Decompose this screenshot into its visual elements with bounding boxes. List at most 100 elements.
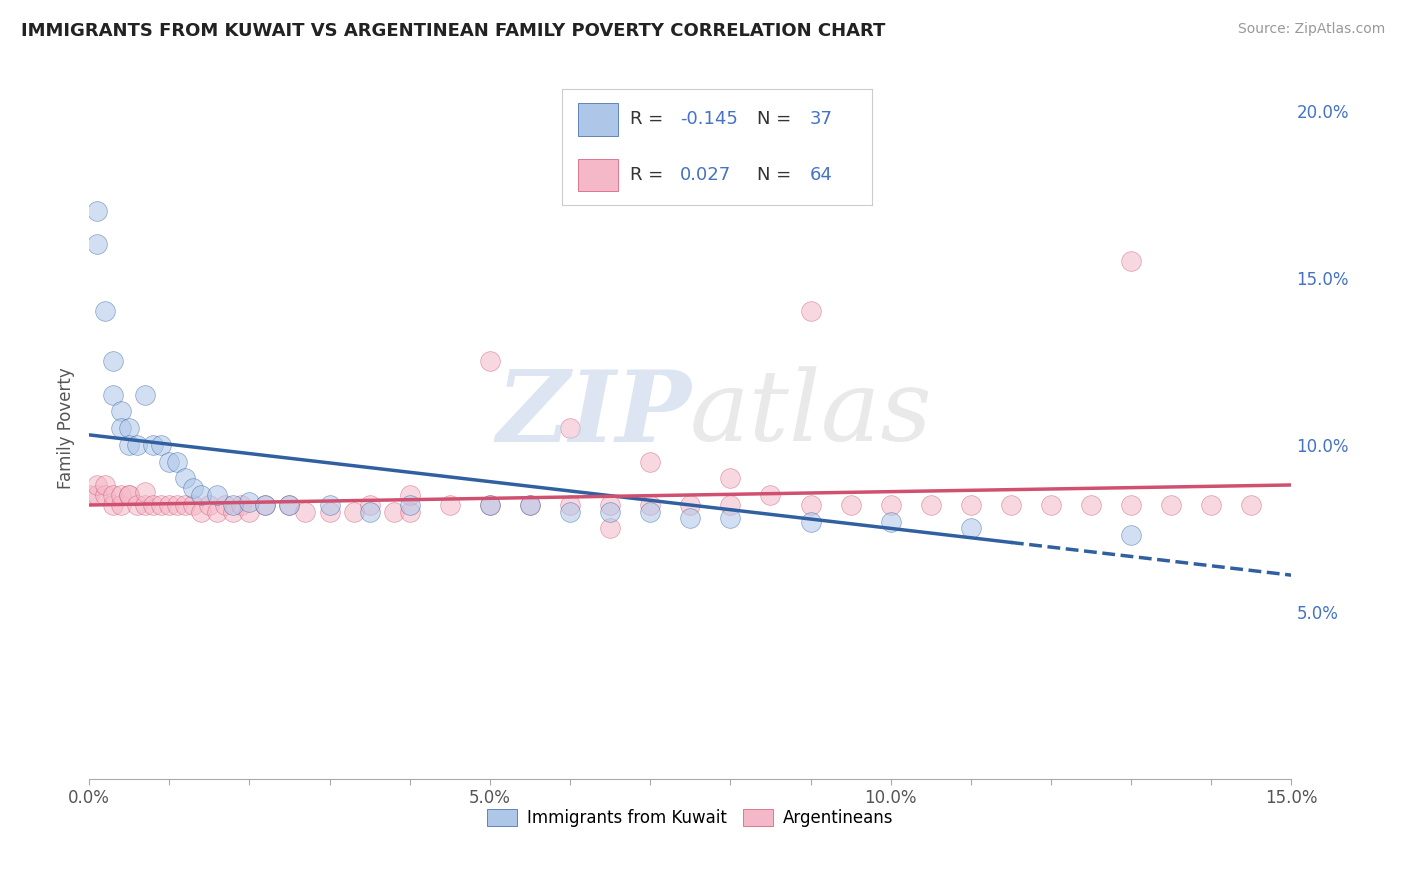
Point bbox=[599, 498, 621, 512]
Point bbox=[101, 388, 124, 402]
Text: N =: N = bbox=[758, 111, 797, 128]
Point bbox=[599, 505, 621, 519]
Point bbox=[638, 498, 661, 512]
Point bbox=[94, 478, 117, 492]
Point bbox=[342, 505, 364, 519]
Point bbox=[207, 505, 229, 519]
Point bbox=[799, 498, 821, 512]
Point bbox=[1000, 498, 1022, 512]
Point bbox=[142, 498, 165, 512]
Text: atlas: atlas bbox=[689, 367, 932, 462]
Point bbox=[101, 488, 124, 502]
Point bbox=[134, 498, 156, 512]
Text: R =: R = bbox=[630, 166, 669, 184]
Point bbox=[181, 498, 204, 512]
Point bbox=[238, 505, 260, 519]
Legend: Immigrants from Kuwait, Argentineans: Immigrants from Kuwait, Argentineans bbox=[479, 802, 900, 834]
Point bbox=[879, 515, 901, 529]
Point bbox=[118, 488, 141, 502]
Point bbox=[1121, 528, 1143, 542]
Point bbox=[110, 404, 132, 418]
Point bbox=[127, 438, 149, 452]
Point bbox=[110, 421, 132, 435]
Point bbox=[920, 498, 942, 512]
Point bbox=[86, 237, 108, 252]
Point bbox=[679, 511, 702, 525]
Point bbox=[1121, 498, 1143, 512]
Point bbox=[150, 438, 173, 452]
Point bbox=[198, 498, 221, 512]
Point bbox=[478, 498, 501, 512]
Point bbox=[190, 505, 212, 519]
Point bbox=[181, 481, 204, 495]
Point bbox=[799, 515, 821, 529]
Point bbox=[519, 498, 541, 512]
Point bbox=[1160, 498, 1182, 512]
Point bbox=[222, 498, 245, 512]
Point bbox=[190, 488, 212, 502]
Point bbox=[222, 505, 245, 519]
Point bbox=[231, 498, 253, 512]
Point bbox=[101, 498, 124, 512]
Point bbox=[77, 488, 100, 502]
Point bbox=[558, 505, 581, 519]
Text: R =: R = bbox=[630, 111, 669, 128]
Point bbox=[214, 498, 236, 512]
Point bbox=[1039, 498, 1062, 512]
Point bbox=[118, 438, 141, 452]
Point bbox=[254, 498, 277, 512]
Point bbox=[718, 498, 741, 512]
Text: N =: N = bbox=[758, 166, 797, 184]
Text: IMMIGRANTS FROM KUWAIT VS ARGENTINEAN FAMILY POVERTY CORRELATION CHART: IMMIGRANTS FROM KUWAIT VS ARGENTINEAN FA… bbox=[21, 22, 886, 40]
Point bbox=[86, 204, 108, 219]
Point bbox=[174, 498, 197, 512]
Text: -0.145: -0.145 bbox=[681, 111, 738, 128]
Point bbox=[599, 521, 621, 535]
Point bbox=[142, 438, 165, 452]
Point bbox=[94, 488, 117, 502]
Point bbox=[318, 498, 340, 512]
Point bbox=[207, 488, 229, 502]
Point bbox=[86, 488, 108, 502]
Point bbox=[558, 421, 581, 435]
Point bbox=[398, 498, 420, 512]
Point bbox=[478, 354, 501, 368]
Text: ZIP: ZIP bbox=[496, 366, 692, 462]
Point bbox=[86, 478, 108, 492]
Y-axis label: Family Poverty: Family Poverty bbox=[58, 368, 75, 489]
Point bbox=[839, 498, 862, 512]
Text: 0.027: 0.027 bbox=[681, 166, 731, 184]
Text: Source: ZipAtlas.com: Source: ZipAtlas.com bbox=[1237, 22, 1385, 37]
Point bbox=[1080, 498, 1102, 512]
Point bbox=[318, 505, 340, 519]
Point bbox=[519, 498, 541, 512]
Point bbox=[110, 488, 132, 502]
Point bbox=[166, 498, 188, 512]
Point bbox=[759, 488, 782, 502]
Point bbox=[1201, 498, 1223, 512]
Point bbox=[134, 484, 156, 499]
Point bbox=[278, 498, 301, 512]
Point bbox=[439, 498, 461, 512]
Point bbox=[359, 505, 381, 519]
Point bbox=[157, 498, 180, 512]
Text: 64: 64 bbox=[810, 166, 832, 184]
Point bbox=[558, 498, 581, 512]
Point bbox=[398, 488, 420, 502]
Point bbox=[278, 498, 301, 512]
Point bbox=[118, 421, 141, 435]
Point bbox=[254, 498, 277, 512]
Point bbox=[174, 471, 197, 485]
Point bbox=[718, 471, 741, 485]
Point bbox=[959, 521, 981, 535]
Point bbox=[359, 498, 381, 512]
Point bbox=[166, 454, 188, 468]
Point bbox=[238, 494, 260, 508]
Bar bbox=[578, 103, 619, 136]
Point bbox=[157, 454, 180, 468]
Point bbox=[150, 498, 173, 512]
Point bbox=[959, 498, 981, 512]
Point bbox=[1121, 254, 1143, 268]
Point bbox=[718, 511, 741, 525]
Point bbox=[382, 505, 405, 519]
